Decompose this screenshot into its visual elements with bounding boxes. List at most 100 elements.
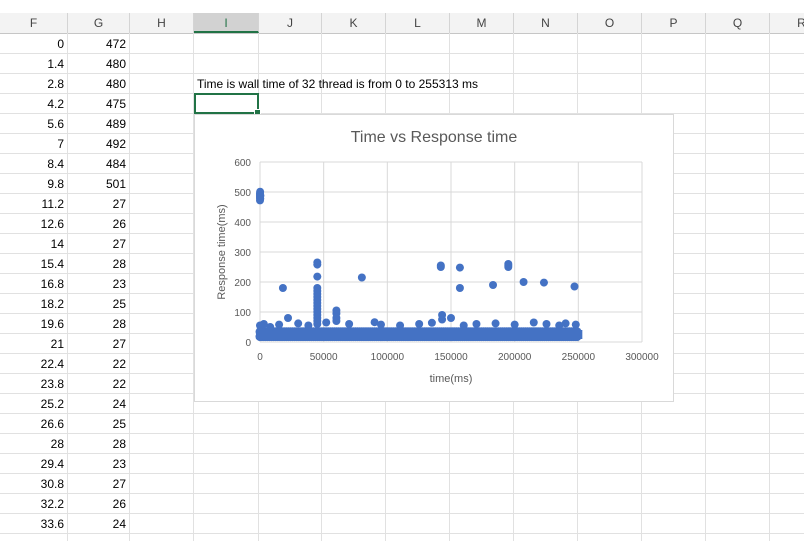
data-point [275, 320, 284, 329]
chart-title: Time vs Response time [351, 129, 518, 146]
cell-response[interactable]: 27 [112, 197, 126, 211]
cell-response[interactable]: 475 [105, 97, 126, 111]
data-point [259, 320, 268, 328]
x-tick-labels: 0 50000 100000 150000 200000 250000 300000 [257, 352, 659, 363]
cell-response[interactable]: 480 [105, 57, 126, 71]
y-tick-label: 500 [234, 188, 251, 199]
cell-response[interactable]: 492 [105, 137, 126, 151]
data-point [256, 191, 265, 200]
data-point [504, 263, 513, 271]
column-header-p[interactable]: P [642, 13, 706, 33]
column-gridline [129, 33, 130, 541]
column-header-r[interactable]: R [770, 13, 804, 33]
y-tick-label: 300 [234, 248, 251, 259]
data-point [266, 323, 275, 331]
cell-time[interactable]: 4.2 [47, 97, 64, 111]
cell-response[interactable]: 28 [112, 257, 126, 271]
row-gridline [0, 73, 804, 74]
cell-time[interactable]: 15.4 [40, 257, 64, 271]
cell-response[interactable]: 23 [112, 277, 126, 291]
cell-time[interactable]: 28 [50, 437, 64, 451]
column-header-f[interactable]: F [0, 13, 68, 33]
column-header-m[interactable]: M [450, 13, 514, 33]
x-tick-label: 300000 [625, 352, 659, 363]
cell-time[interactable]: 30.8 [40, 477, 64, 491]
column-header-h[interactable]: H [130, 13, 194, 33]
row-gridline [0, 453, 804, 454]
cell-response[interactable]: 23 [112, 457, 126, 471]
row-gridline [0, 533, 804, 534]
cell-response[interactable]: 24 [112, 517, 126, 531]
data-point [436, 263, 445, 271]
cell-time[interactable]: 1.4 [47, 57, 64, 71]
cell-time[interactable]: 11.2 [41, 197, 64, 211]
x-axis-label: time(ms) [430, 373, 473, 385]
cell-time[interactable]: 2.8 [47, 77, 64, 91]
cell-time[interactable]: 29.4 [40, 457, 64, 471]
cell-time[interactable]: 32.2 [40, 497, 64, 511]
scatter-chart: Time vs Response time 0 100 200 300 400 500 60… [216, 129, 659, 385]
cell-time[interactable]: 18.2 [40, 297, 64, 311]
cell-time[interactable]: 26.6 [40, 417, 64, 431]
cell-response[interactable]: 489 [105, 117, 126, 131]
cell-time[interactable]: 14 [50, 237, 64, 251]
data-point [415, 320, 424, 328]
cell-time[interactable]: 33.6 [40, 517, 64, 531]
cell-time[interactable]: 5.6 [47, 117, 64, 131]
data-point [455, 263, 464, 272]
cell-response[interactable]: 28 [112, 437, 126, 451]
cell-response[interactable]: 22 [112, 377, 126, 391]
y-tick-label: 0 [245, 338, 251, 349]
data-point [370, 318, 379, 327]
column-header-l[interactable]: L [386, 13, 450, 33]
column-header-j[interactable]: J [259, 13, 322, 33]
band-fill [256, 330, 583, 339]
cell-response[interactable]: 27 [112, 237, 126, 251]
cell-time[interactable]: 21 [50, 337, 64, 351]
cell-response[interactable]: 22 [112, 357, 126, 371]
note-cell[interactable]: Time is wall time of 32 thread is from 0… [197, 77, 479, 91]
cell-time[interactable]: 9.8 [47, 177, 64, 191]
data-point [376, 320, 385, 329]
column-header-g[interactable]: G [68, 13, 130, 33]
x-tick-label: 0 [257, 352, 263, 363]
cell-time[interactable]: 12.6 [40, 217, 64, 231]
cell-time[interactable]: 22.4 [40, 357, 64, 371]
cell-response[interactable]: 26 [112, 497, 126, 511]
cell-response[interactable]: 25 [112, 417, 126, 431]
cell-response[interactable]: 472 [105, 37, 126, 51]
row-gridline [0, 473, 804, 474]
cell-response[interactable]: 28 [112, 317, 126, 331]
cell-response[interactable]: 484 [105, 157, 126, 171]
data-point [278, 284, 287, 292]
column-header-n[interactable]: N [514, 13, 578, 33]
cell-response[interactable]: 26 [112, 217, 126, 231]
cell-time[interactable]: 8.4 [47, 157, 64, 171]
cell-response[interactable]: 501 [105, 177, 126, 191]
cell-response[interactable]: 480 [105, 77, 126, 91]
cell-response[interactable]: 24 [112, 397, 126, 411]
data-point [542, 320, 551, 328]
chart[interactable]: Time vs Response time 0 100 200 300 400 500 60… [194, 114, 674, 402]
data-point [345, 320, 354, 328]
cell-time[interactable]: 0 [57, 37, 64, 51]
column-gridline [769, 33, 770, 541]
cell-response[interactable]: 27 [112, 337, 126, 351]
column-header-i[interactable]: I [194, 13, 259, 33]
column-gridline [705, 33, 706, 541]
active-cell-selection[interactable] [194, 93, 261, 116]
column-header-o[interactable]: O [578, 13, 642, 33]
data-point [472, 320, 481, 328]
column-header-q[interactable]: Q [706, 13, 770, 33]
column-header-k[interactable]: K [322, 13, 386, 33]
cell-time[interactable]: 19.6 [40, 317, 64, 331]
data-point [459, 321, 468, 330]
cell-time[interactable]: 7 [57, 137, 64, 151]
cell-response[interactable]: 27 [112, 477, 126, 491]
data-points [256, 187, 580, 331]
cell-response[interactable]: 25 [112, 297, 126, 311]
cell-time[interactable]: 23.8 [40, 377, 64, 391]
cell-time[interactable]: 25.2 [40, 397, 64, 411]
cell-time[interactable]: 16.8 [40, 277, 64, 291]
